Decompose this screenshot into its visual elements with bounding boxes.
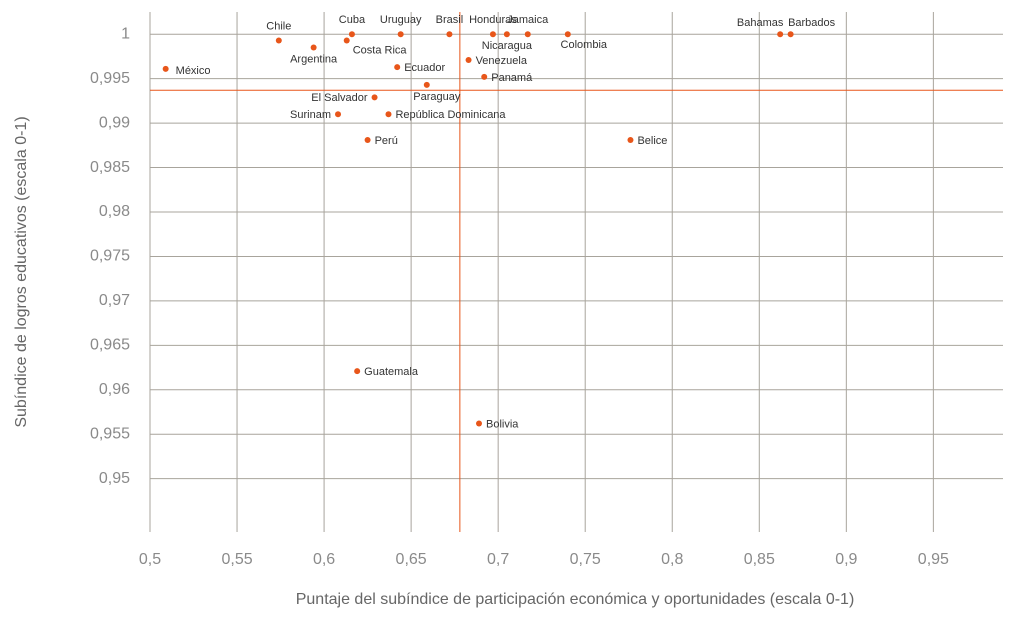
point bbox=[503, 31, 510, 38]
point-label: República Dominicana bbox=[395, 109, 506, 121]
point bbox=[777, 31, 784, 38]
y-tick-label: 0,97 bbox=[99, 292, 130, 309]
x-tick-label: 0,75 bbox=[570, 551, 601, 568]
point bbox=[335, 111, 342, 118]
point-label: Cuba bbox=[339, 14, 366, 26]
point bbox=[397, 31, 404, 38]
y-tick-label: 0,975 bbox=[90, 248, 130, 265]
point-label: Panamá bbox=[491, 72, 533, 84]
x-tick-label: 0,6 bbox=[313, 551, 335, 568]
x-tick-label: 0,85 bbox=[744, 551, 775, 568]
point-label: Bahamas bbox=[737, 17, 784, 29]
point-label: México bbox=[176, 65, 211, 77]
x-tick-label: 0,8 bbox=[661, 551, 683, 568]
y-tick-label: 0,995 bbox=[90, 70, 130, 87]
point bbox=[354, 368, 361, 375]
point-label: Paraguay bbox=[413, 91, 461, 103]
y-tick-label: 0,965 bbox=[90, 337, 130, 354]
point-label: Bolivia bbox=[486, 418, 519, 430]
x-tick-label: 0,9 bbox=[835, 551, 857, 568]
y-tick-label: 0,95 bbox=[99, 470, 130, 487]
point bbox=[343, 37, 350, 44]
y-axis-label: Subíndice de logros educativos (escala 0… bbox=[13, 116, 30, 427]
y-tick-label: 0,955 bbox=[90, 425, 130, 442]
point bbox=[476, 420, 483, 427]
point bbox=[348, 31, 355, 38]
point-label: Uruguay bbox=[380, 14, 422, 26]
point bbox=[465, 57, 472, 63]
x-tick-label: 0,55 bbox=[221, 551, 252, 568]
point bbox=[310, 44, 317, 51]
point-label: Perú bbox=[375, 135, 398, 147]
point-label: Surinam bbox=[290, 109, 331, 121]
point-label: Jamaica bbox=[507, 14, 549, 26]
point-label: Chile bbox=[266, 20, 291, 32]
point bbox=[481, 73, 488, 80]
point-label: Barbados bbox=[788, 17, 836, 29]
x-tick-label: 0,5 bbox=[139, 551, 161, 568]
point bbox=[394, 64, 401, 71]
point-label: El Salvador bbox=[311, 92, 368, 104]
y-tick-label: 0,99 bbox=[99, 114, 130, 131]
point bbox=[787, 31, 794, 38]
x-tick-label: 0,65 bbox=[396, 551, 427, 568]
point bbox=[524, 31, 531, 38]
point bbox=[385, 111, 392, 118]
point-label: Argentina bbox=[290, 53, 338, 65]
point-label: Brasil bbox=[436, 14, 464, 26]
point-label: Venezuela bbox=[476, 55, 528, 67]
point-label: Ecuador bbox=[404, 62, 445, 74]
point bbox=[162, 65, 169, 72]
point-label: Belice bbox=[637, 135, 667, 147]
point bbox=[627, 137, 634, 143]
point bbox=[364, 137, 371, 143]
x-tick-label: 0,95 bbox=[918, 551, 949, 568]
point-label: Guatemala bbox=[364, 366, 419, 378]
x-axis-label: Puntaje del subíndice de participación e… bbox=[296, 591, 855, 608]
point bbox=[423, 81, 430, 88]
point-label: Nicaragua bbox=[482, 40, 533, 52]
point bbox=[489, 31, 496, 38]
point bbox=[446, 31, 453, 38]
point-label: Costa Rica bbox=[353, 44, 408, 56]
y-tick-label: 0,96 bbox=[99, 381, 130, 398]
y-tick-label: 1 bbox=[121, 25, 130, 42]
point-label: Honduras bbox=[469, 14, 517, 26]
point-label: Colombia bbox=[561, 39, 608, 51]
point bbox=[275, 37, 282, 44]
x-tick-label: 0,7 bbox=[487, 551, 509, 568]
point bbox=[564, 31, 571, 38]
y-tick-label: 0,98 bbox=[99, 203, 130, 220]
point bbox=[371, 94, 378, 101]
y-tick-label: 0,985 bbox=[90, 159, 130, 176]
